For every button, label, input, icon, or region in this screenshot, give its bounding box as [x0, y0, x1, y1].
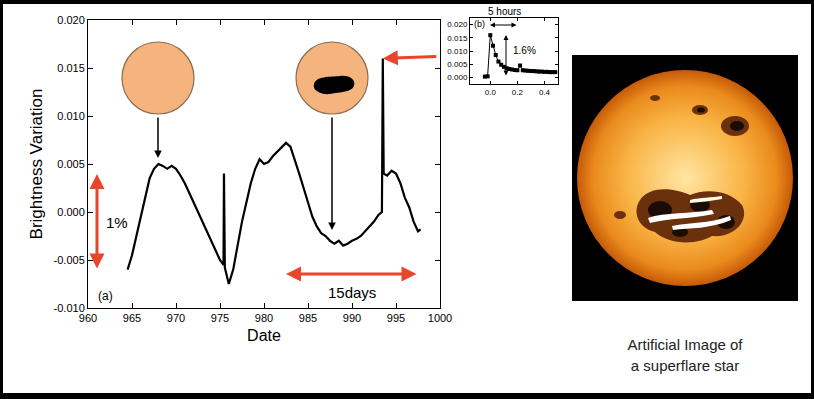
- svg-text:0.4: 0.4: [539, 88, 551, 97]
- svg-text:980: 980: [255, 312, 273, 324]
- svg-text:5 hours: 5 hours: [488, 6, 521, 17]
- svg-text:0.010: 0.010: [57, 110, 85, 122]
- svg-text:a superflare star: a superflare star: [631, 357, 739, 374]
- svg-text:990: 990: [343, 312, 361, 324]
- svg-text:Date: Date: [247, 327, 281, 344]
- svg-text:0.015: 0.015: [447, 34, 468, 43]
- svg-text:960: 960: [79, 312, 97, 324]
- svg-text:995: 995: [387, 312, 405, 324]
- svg-text:(b): (b): [474, 19, 485, 29]
- svg-text:1%: 1%: [106, 214, 128, 231]
- svg-text:(a): (a): [98, 289, 113, 303]
- svg-text:-0.010: -0.010: [54, 302, 85, 314]
- svg-text:-0.005: -0.005: [54, 254, 85, 266]
- svg-text:0.005: 0.005: [57, 158, 85, 170]
- svg-text:Artificial Image of: Artificial Image of: [627, 336, 743, 353]
- svg-text:Brightness Variation: Brightness Variation: [27, 89, 46, 240]
- svg-text:1.6%: 1.6%: [513, 45, 536, 56]
- svg-text:0.015: 0.015: [57, 62, 85, 74]
- svg-text:985: 985: [299, 312, 317, 324]
- svg-text:0.005: 0.005: [447, 60, 468, 69]
- svg-text:0.0: 0.0: [485, 88, 497, 97]
- svg-text:1000: 1000: [428, 312, 452, 324]
- svg-text:0.020: 0.020: [57, 14, 85, 26]
- svg-text:0.000: 0.000: [57, 206, 85, 218]
- svg-text:975: 975: [211, 312, 229, 324]
- svg-text:15days: 15days: [328, 284, 376, 301]
- svg-text:970: 970: [167, 312, 185, 324]
- svg-text:0.000: 0.000: [447, 73, 468, 82]
- svg-text:0.2: 0.2: [512, 88, 524, 97]
- svg-text:0.020: 0.020: [447, 20, 468, 29]
- svg-text:965: 965: [123, 312, 141, 324]
- svg-text:0.010: 0.010: [447, 47, 468, 56]
